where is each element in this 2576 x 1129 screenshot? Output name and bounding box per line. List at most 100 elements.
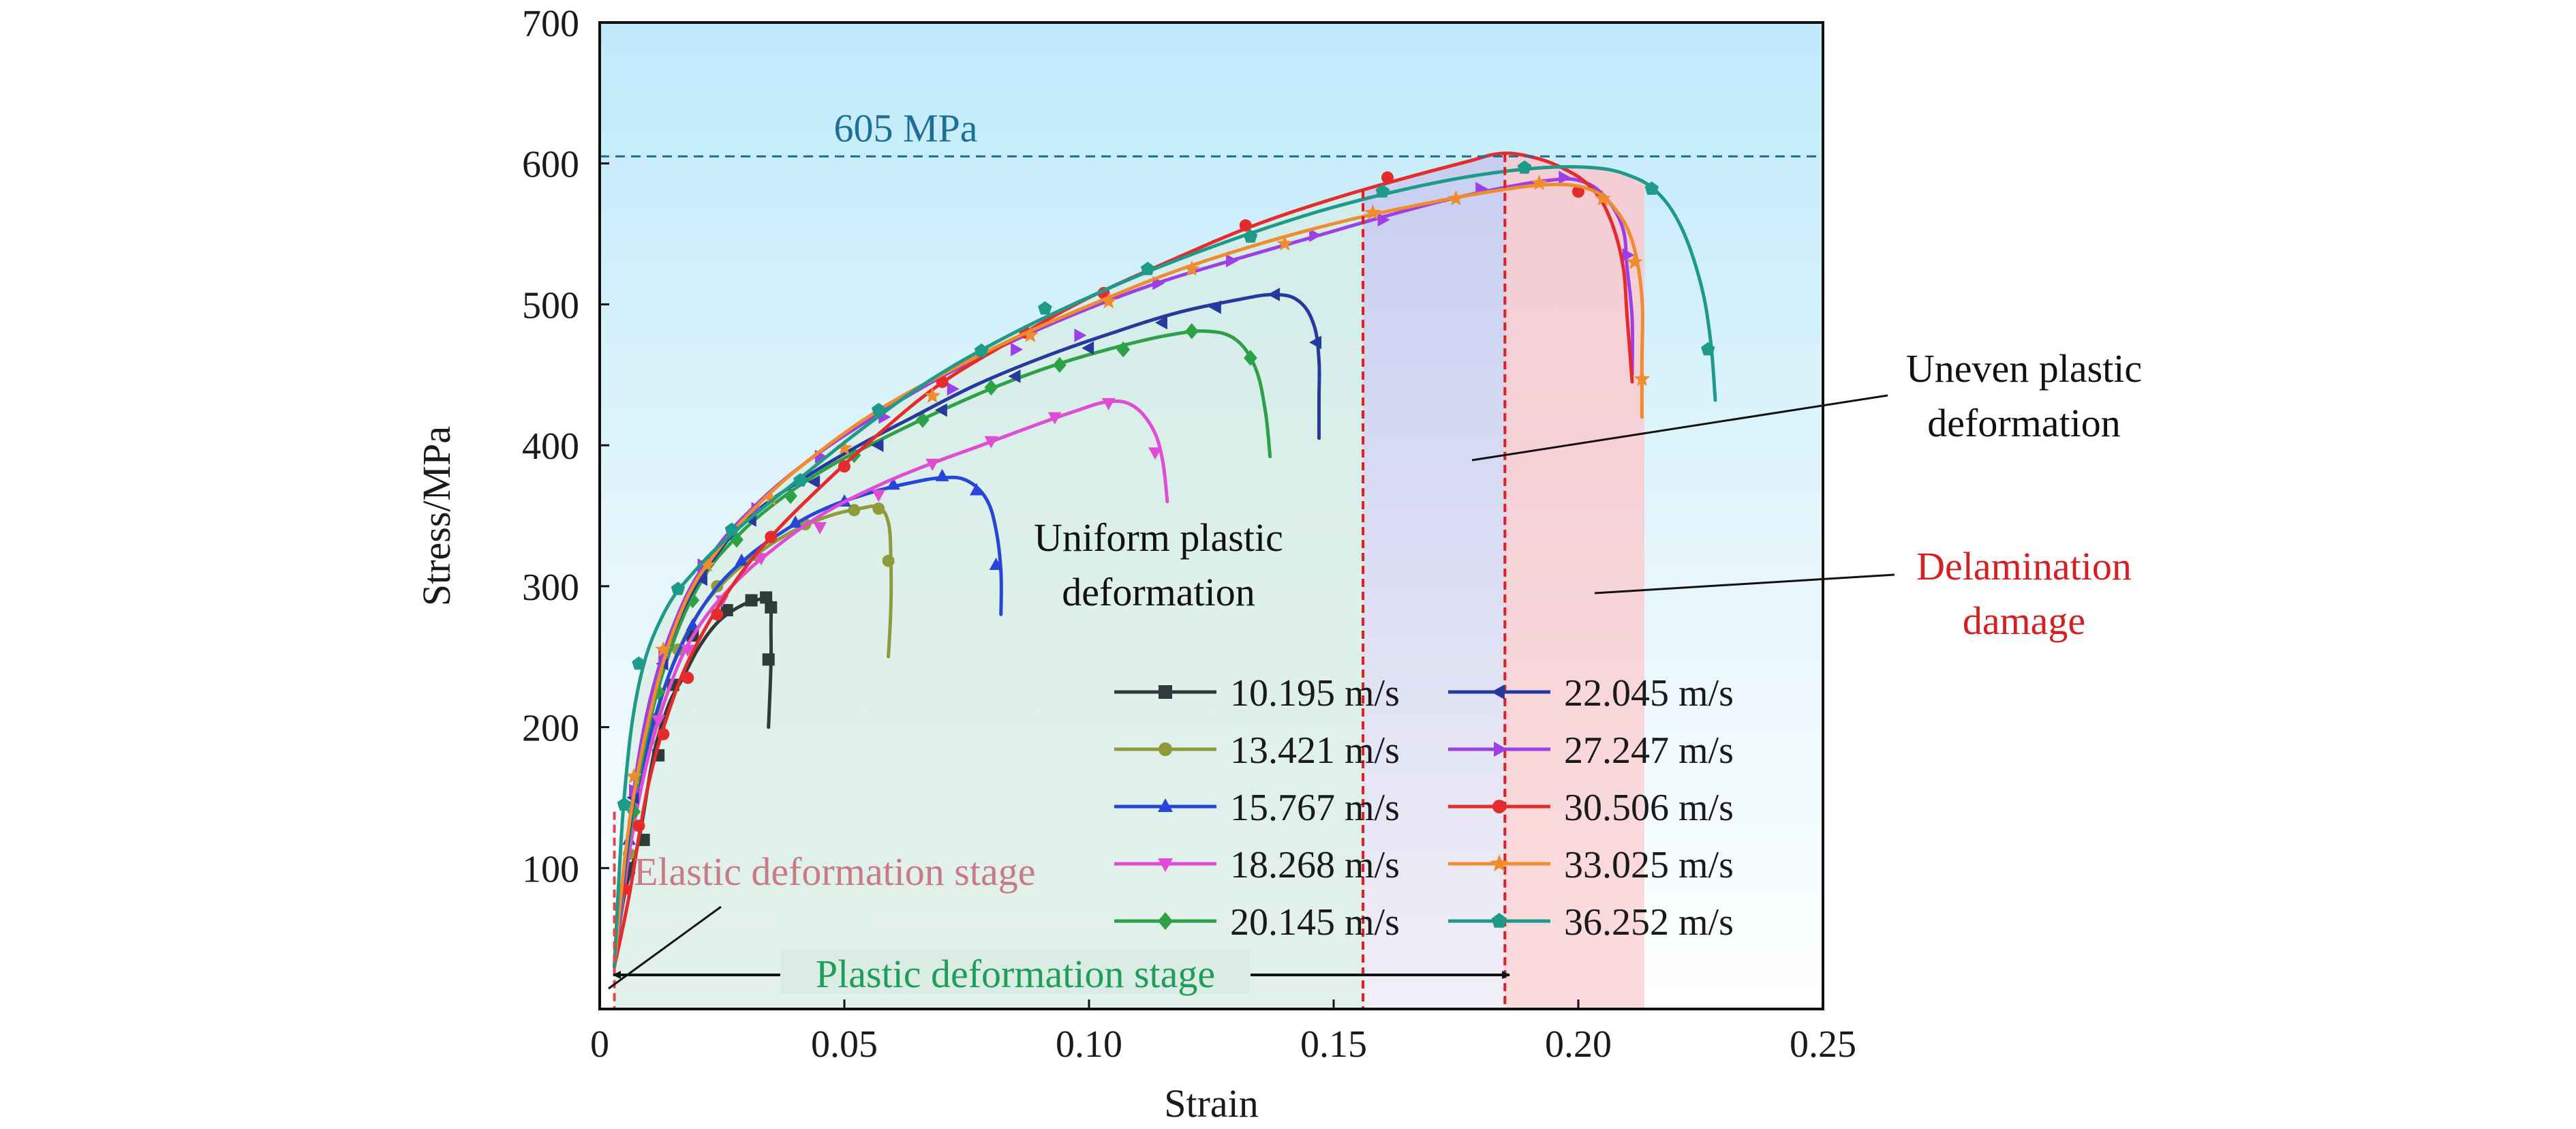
reference-line-label: 605 MPa [833, 106, 977, 150]
data-point [637, 833, 650, 846]
data-point [784, 487, 797, 505]
x-tick-label: 0.05 [811, 1023, 878, 1066]
y-tick-label: 600 [522, 144, 579, 186]
data-point [1644, 181, 1659, 195]
data-point [617, 797, 632, 811]
data-point [745, 594, 758, 607]
y-tick-label: 400 [522, 425, 579, 468]
series-line [613, 399, 1169, 969]
legend-label: 36.252 m/s [1564, 901, 1734, 944]
legend-item: 20.145 m/s [1114, 901, 1400, 944]
data-point [1140, 261, 1155, 275]
legend-item: 15.767 m/s [1114, 787, 1400, 829]
data-point [760, 591, 773, 604]
data-point [711, 608, 724, 621]
data-point [1531, 175, 1548, 190]
data-point [1158, 912, 1173, 930]
data-point [1490, 854, 1509, 872]
uneven-label-line2: deformation [1927, 401, 2120, 445]
series-group [613, 151, 1717, 969]
legend-label: 10.195 m/s [1230, 672, 1400, 714]
data-point [754, 553, 768, 566]
data-point [751, 502, 764, 516]
data-point [1381, 171, 1394, 184]
data-point [793, 473, 808, 487]
data-point [1364, 204, 1381, 220]
series-36-252-m-s [613, 160, 1717, 969]
data-point [935, 468, 949, 481]
y-tick-label: 200 [522, 708, 579, 750]
data-point [872, 502, 885, 515]
data-point [989, 558, 1003, 571]
data-point [1517, 160, 1532, 174]
overlay-group: 605 MPa Elastic deformation stage Plastic … [600, 106, 2142, 1009]
data-point [1038, 301, 1052, 315]
data-point [1008, 369, 1021, 383]
data-point [1375, 184, 1390, 198]
legend-item: 22.045 m/s [1448, 672, 1734, 714]
data-point [808, 475, 821, 489]
data-point [788, 515, 803, 528]
data-point [1022, 327, 1039, 343]
data-point [632, 656, 646, 670]
data-point [947, 382, 960, 396]
data-point [1559, 170, 1571, 185]
legend-item: 27.247 m/s [1448, 729, 1734, 772]
data-point [1276, 235, 1293, 251]
stage-regions [614, 153, 1644, 1009]
data-point [1701, 342, 1715, 356]
data-point [1447, 190, 1465, 206]
data-point [934, 403, 947, 417]
data-point [686, 618, 700, 631]
data-point [1494, 742, 1507, 757]
legend-label: 30.506 m/s [1564, 787, 1734, 829]
data-point [655, 641, 672, 657]
uniform-label-line1: Uniform plastic [1034, 515, 1283, 560]
legend-label: 20.145 m/s [1230, 901, 1400, 944]
data-point [915, 412, 930, 428]
x-tick-label: 0.20 [1545, 1023, 1612, 1066]
data-point [1158, 798, 1173, 812]
data-point [924, 387, 941, 403]
delamination-label-line1: Delamination [1916, 544, 2132, 588]
data-point [984, 379, 998, 396]
data-point [730, 531, 743, 548]
data-point [836, 439, 853, 455]
x-tick-label: 0.25 [1790, 1023, 1856, 1066]
data-point [1074, 329, 1087, 342]
elastic-stage-label: Elastic deformation stage [634, 849, 1035, 894]
data-point [936, 376, 949, 389]
x-tick-label: 0.10 [1056, 1023, 1122, 1066]
plastic-stage-label: Plastic deformation stage [816, 952, 1215, 996]
x-axis-label: Strain [1164, 1081, 1259, 1126]
legend-item: 33.025 m/s [1448, 844, 1734, 886]
data-point [1100, 292, 1117, 309]
data-point [1268, 288, 1281, 301]
data-point [681, 644, 695, 657]
legend-item: 10.195 m/s [1114, 672, 1400, 714]
data-point [765, 601, 778, 614]
data-point [1154, 316, 1167, 330]
data-point [1309, 228, 1322, 243]
series-33-025-m-s [613, 175, 1651, 969]
data-point [1626, 253, 1643, 269]
data-point [765, 530, 778, 543]
legend-item: 30.506 m/s [1448, 787, 1734, 829]
delamination-leader-line [1594, 573, 1895, 594]
data-point [813, 522, 827, 535]
data-point [1148, 447, 1162, 460]
legend-item: 18.268 m/s [1114, 844, 1400, 886]
y-axis-label: Stress/MPa [414, 426, 459, 606]
data-point [886, 477, 900, 490]
data-point [694, 572, 707, 586]
data-point [1491, 684, 1505, 699]
plastic-label-bg [780, 949, 1251, 994]
data-point [1053, 357, 1067, 374]
data-point [686, 592, 700, 609]
data-point [1158, 858, 1173, 872]
data-point [735, 553, 749, 566]
data-point [681, 672, 694, 684]
data-point [762, 653, 775, 666]
data-point [1309, 335, 1322, 350]
